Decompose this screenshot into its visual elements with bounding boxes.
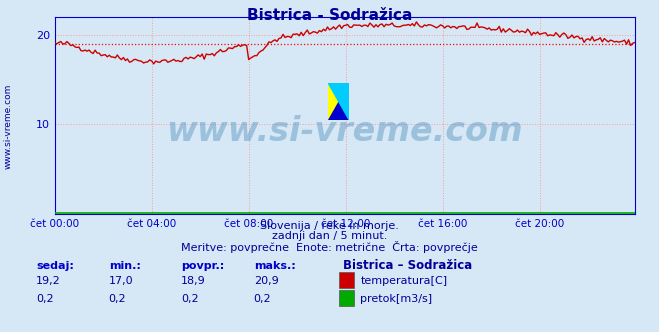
Text: sedaj:: sedaj: <box>36 261 74 271</box>
Text: 18,9: 18,9 <box>181 276 206 286</box>
Text: povpr.:: povpr.: <box>181 261 225 271</box>
Text: 0,2: 0,2 <box>181 294 199 304</box>
Polygon shape <box>328 83 349 120</box>
Text: Bistrica – Sodražica: Bistrica – Sodražica <box>343 259 472 272</box>
Text: www.si-vreme.com: www.si-vreme.com <box>3 83 13 169</box>
Text: maks.:: maks.: <box>254 261 295 271</box>
Text: 17,0: 17,0 <box>109 276 133 286</box>
Text: min.:: min.: <box>109 261 140 271</box>
Text: 0,2: 0,2 <box>109 294 127 304</box>
Text: pretok[m3/s]: pretok[m3/s] <box>360 294 432 304</box>
Text: 0,2: 0,2 <box>36 294 54 304</box>
Polygon shape <box>328 83 349 120</box>
Text: Slovenija / reke in morje.: Slovenija / reke in morje. <box>260 221 399 231</box>
Text: 20,9: 20,9 <box>254 276 279 286</box>
Polygon shape <box>328 83 349 120</box>
Text: zadnji dan / 5 minut.: zadnji dan / 5 minut. <box>272 231 387 241</box>
Text: Bistrica - Sodražica: Bistrica - Sodražica <box>247 8 412 23</box>
Text: 0,2: 0,2 <box>254 294 272 304</box>
Text: temperatura[C]: temperatura[C] <box>360 276 447 286</box>
Text: Meritve: povprečne  Enote: metrične  Črta: povprečje: Meritve: povprečne Enote: metrične Črta:… <box>181 241 478 253</box>
Text: www.si-vreme.com: www.si-vreme.com <box>166 115 523 148</box>
Text: 19,2: 19,2 <box>36 276 61 286</box>
